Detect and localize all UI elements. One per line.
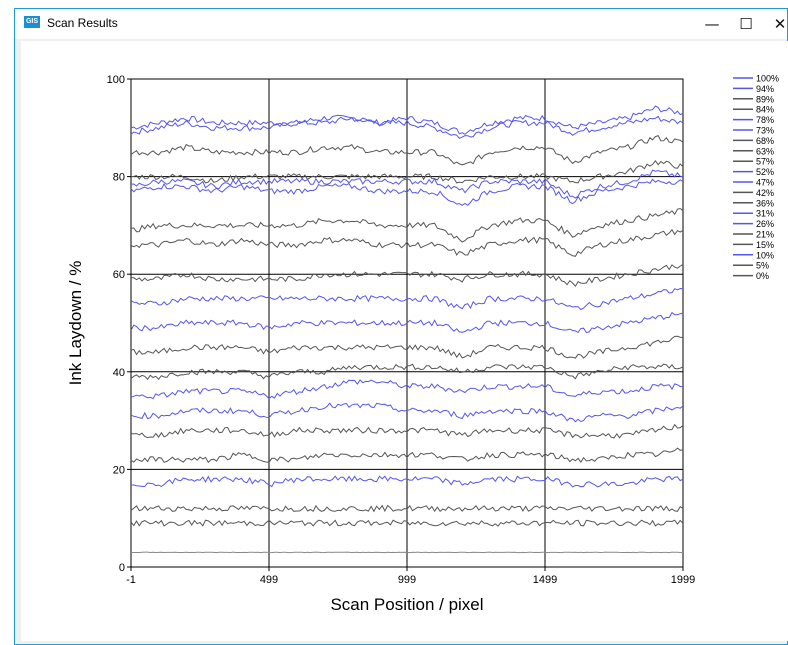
app-logo-icon: GIS bbox=[24, 16, 40, 28]
y-tick-label: 100 bbox=[107, 74, 125, 86]
series-line-baseline bbox=[131, 551, 684, 554]
ink-laydown-chart: -1 499 999 1499 1999 0 20 40 60 80 100 Scan Positio… bbox=[66, 74, 779, 615]
series-line-31pct bbox=[130, 379, 684, 400]
series-line-21pct bbox=[130, 423, 684, 439]
y-tick-label: 20 bbox=[113, 464, 125, 476]
window-title: Scan Results bbox=[47, 16, 118, 30]
close-button[interactable]: ✕ bbox=[773, 15, 787, 33]
y-tick-label: 40 bbox=[113, 367, 125, 379]
scan-results-window: GIS Scan Results — ☐ ✕ -1 499 999 1499 1999 0… bbox=[14, 8, 788, 645]
legend-label: 68% bbox=[756, 136, 774, 146]
x-tick-label: 499 bbox=[260, 574, 278, 586]
series-line-78pct bbox=[130, 169, 684, 199]
x-axis-title: Scan Position / pixel bbox=[330, 595, 483, 614]
series-line-47pct bbox=[130, 311, 684, 334]
legend-label: 0% bbox=[756, 271, 769, 281]
series-line-5pct bbox=[130, 504, 684, 513]
y-axis-title: Ink Laydown / % bbox=[66, 261, 85, 386]
series-line-36pct bbox=[130, 363, 684, 380]
legend-label: 26% bbox=[756, 219, 774, 229]
title-bar[interactable]: GIS Scan Results — ☐ ✕ bbox=[15, 9, 787, 39]
legend-label: 63% bbox=[756, 146, 774, 156]
legend-label: 21% bbox=[756, 230, 774, 240]
maximize-button[interactable]: ☐ bbox=[739, 15, 753, 33]
chart-area: -1 499 999 1499 1999 0 20 40 60 80 100 Scan Positio… bbox=[21, 41, 788, 641]
legend-label: 78% bbox=[756, 115, 774, 125]
y-tick-label: 80 bbox=[113, 172, 125, 184]
legend-label: 42% bbox=[756, 188, 774, 198]
legend-label: 5% bbox=[756, 261, 769, 271]
series-line-63pct bbox=[130, 228, 684, 257]
x-tick-label: 1499 bbox=[533, 574, 557, 586]
legend-label: 73% bbox=[756, 126, 774, 136]
legend-label: 84% bbox=[756, 105, 774, 115]
legend-label: 89% bbox=[756, 94, 774, 104]
legend-label: 31% bbox=[756, 209, 774, 219]
series-line-10pct bbox=[130, 475, 684, 488]
y-tick-label: 60 bbox=[113, 269, 125, 281]
series-line-73pct bbox=[130, 178, 684, 206]
series-line-15pct bbox=[130, 447, 684, 464]
legend-label: 100% bbox=[756, 74, 779, 84]
legend-label: 57% bbox=[756, 157, 774, 167]
series-line-84pct bbox=[130, 159, 684, 184]
y-tick-label: 0 bbox=[119, 562, 125, 574]
minimize-button[interactable]: — bbox=[704, 15, 720, 33]
series-line-94pct bbox=[130, 115, 684, 139]
series-line-42pct bbox=[130, 335, 684, 359]
legend-label: 47% bbox=[756, 178, 774, 188]
legend-label: 15% bbox=[756, 240, 774, 250]
x-tick-label: 999 bbox=[398, 574, 416, 586]
legend-label: 36% bbox=[756, 198, 774, 208]
x-tick-label: -1 bbox=[126, 574, 136, 586]
legend-label: 52% bbox=[756, 167, 774, 177]
series-line-57pct bbox=[130, 263, 684, 288]
series-line-89pct bbox=[130, 134, 684, 166]
legend-label: 94% bbox=[756, 84, 774, 94]
x-tick-label: 1999 bbox=[671, 574, 695, 586]
legend-label: 10% bbox=[756, 250, 774, 260]
series-line-0pct bbox=[130, 519, 684, 527]
series-line-52pct bbox=[130, 287, 684, 311]
series-line-26pct bbox=[130, 402, 684, 423]
series-line-68pct bbox=[130, 207, 684, 243]
